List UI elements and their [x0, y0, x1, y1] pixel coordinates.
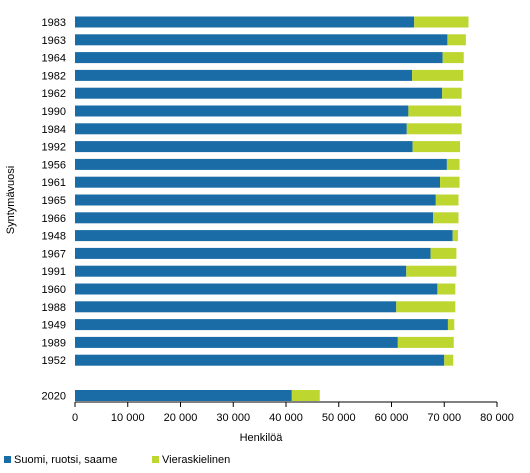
x-tick-label: 0: [72, 412, 78, 424]
bar-1961-series-1: [75, 176, 441, 188]
y-axis-tick-labels: 1983 1963 1964 1982 1962 1990 1984 1992 1956 1961…: [42, 17, 66, 403]
bar-1964-series-2: [442, 52, 464, 64]
y-tick-label: 1948: [42, 231, 66, 243]
y-tick-label: 2020: [42, 391, 66, 403]
bar-1989-series-1: [75, 336, 398, 348]
bar-1952-series-2: [444, 354, 454, 366]
bar-1961-series-2: [440, 176, 460, 188]
bar-1964-series-1: [75, 52, 443, 64]
bar-1967-series-1: [75, 247, 431, 259]
bar-1963-series-2: [447, 34, 466, 46]
x-tick-label: 80 000: [480, 412, 514, 424]
bar-1990-series-2: [408, 105, 462, 117]
y-tick-label: 1990: [42, 106, 66, 118]
y-tick-label: 1965: [42, 195, 66, 207]
legend-swatch-1: [4, 456, 11, 463]
x-axis-ticks: 0 10 000 20 000 30 000 40 000 50 000 60 000 70 …: [72, 402, 514, 424]
bar-1991-series-1: [75, 265, 407, 277]
bar-1982-series-1: [75, 69, 413, 81]
y-tick-label: 1967: [42, 248, 66, 260]
bars-layer: [75, 16, 469, 401]
x-tick-label: 10 000: [111, 412, 145, 424]
bar-1952-series-1: [75, 354, 445, 366]
bar-1960-series-1: [75, 283, 438, 295]
bar-1988-series-2: [396, 301, 456, 313]
bar-1956-series-2: [446, 158, 460, 170]
bar-1962-series-2: [442, 87, 462, 99]
y-axis-label: Syntymävuosi: [5, 166, 17, 234]
bar-1965-series-2: [435, 194, 459, 206]
bar-1983-series-2: [414, 16, 469, 28]
bar-1962-series-1: [75, 87, 443, 99]
y-tick-label: 1964: [42, 53, 66, 65]
bar-1983-series-1: [75, 16, 415, 28]
y-tick-label: 1956: [42, 159, 66, 171]
x-tick-label: 70 000: [427, 412, 461, 424]
bar-1990-series-1: [75, 105, 409, 117]
bar-1992-series-2: [412, 141, 461, 153]
x-tick-label: 50 000: [322, 412, 356, 424]
bar-2020-series-2: [291, 390, 320, 401]
bar-1965-series-1: [75, 194, 436, 206]
y-tick-label: 1962: [42, 88, 66, 100]
y-tick-label: 1983: [42, 17, 66, 29]
bar-1949-series-2: [447, 319, 455, 331]
y-tick-label: 1982: [42, 70, 66, 82]
bar-1960-series-2: [437, 283, 456, 295]
x-tick-label: 20 000: [164, 412, 198, 424]
y-tick-label: 1949: [42, 320, 66, 332]
bar-1966-series-2: [433, 212, 459, 224]
legend-label-2: Vieraskielinen: [162, 454, 230, 466]
y-tick-label: 1963: [42, 35, 66, 47]
x-axis-label: Henkilöä: [240, 432, 284, 444]
bar-1956-series-1: [75, 158, 447, 170]
bar-1949-series-1: [75, 319, 448, 331]
bar-1992-series-1: [75, 141, 413, 153]
y-tick-label: 1952: [42, 355, 66, 367]
bar-1948-series-1: [75, 230, 453, 242]
y-tick-label: 1989: [42, 337, 66, 349]
y-tick-label: 1961: [42, 177, 66, 189]
bar-1984-series-1: [75, 123, 407, 135]
bar-1991-series-2: [406, 265, 457, 277]
x-tick-label: 40 000: [269, 412, 303, 424]
x-tick-label: 30 000: [216, 412, 250, 424]
bar-1982-series-2: [412, 69, 464, 81]
x-tick-label: 60 000: [375, 412, 409, 424]
y-tick-label: 1966: [42, 213, 66, 225]
y-tick-label: 1984: [42, 124, 66, 136]
bar-1963-series-1: [75, 34, 448, 46]
y-tick-label: 1960: [42, 284, 66, 296]
y-tick-label: 1991: [42, 266, 66, 278]
y-tick-label: 1988: [42, 302, 66, 314]
bar-1966-series-1: [75, 212, 434, 224]
bar-1967-series-2: [430, 247, 457, 259]
bar-1988-series-1: [75, 301, 397, 313]
bar-1989-series-2: [397, 336, 454, 348]
y-tick-label: 1992: [42, 142, 66, 154]
legend-swatch-2: [152, 456, 159, 463]
legend: Suomi, ruotsi, saame Vieraskielinen: [4, 454, 230, 466]
bar-1948-series-2: [452, 230, 458, 242]
bar-1984-series-2: [406, 123, 462, 135]
bar-2020-series-1: [75, 390, 292, 401]
legend-label-1: Suomi, ruotsi, saame: [14, 454, 117, 466]
